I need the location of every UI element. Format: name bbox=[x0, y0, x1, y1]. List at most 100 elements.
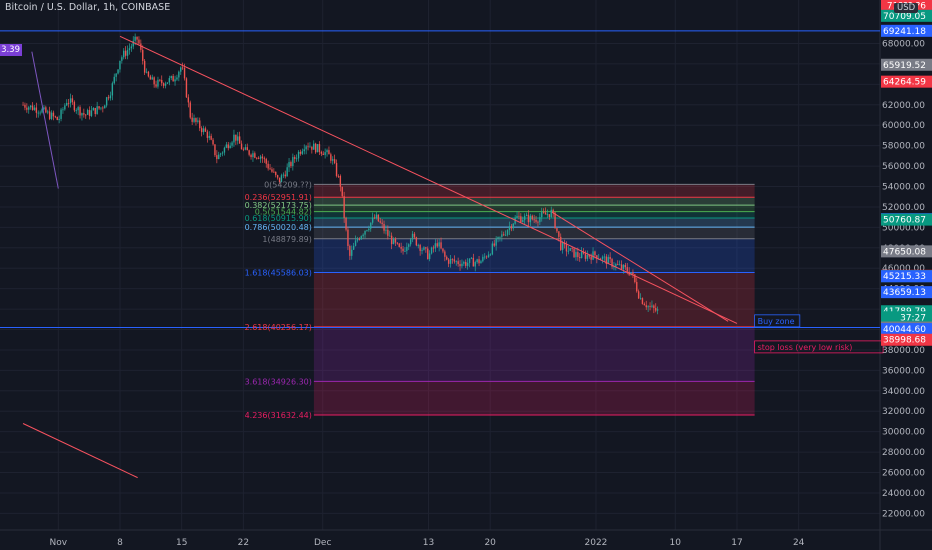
candle-body bbox=[554, 212, 556, 229]
fib-zone bbox=[313, 381, 755, 415]
candle-body bbox=[90, 110, 93, 116]
candle-body bbox=[83, 113, 85, 115]
candle-body bbox=[575, 252, 577, 258]
candle-body bbox=[311, 146, 313, 150]
candle-body bbox=[546, 214, 549, 216]
fib-level-label: 1.618(45586.03) bbox=[245, 268, 312, 277]
x-tick-label: 24 bbox=[793, 538, 805, 548]
candle-body bbox=[113, 76, 115, 84]
candle-body bbox=[447, 259, 450, 264]
candle-body bbox=[626, 267, 628, 272]
candle-body bbox=[643, 303, 646, 306]
x-tick-label: Nov bbox=[50, 538, 68, 548]
fib-level-label: 0.786(50020.48) bbox=[245, 223, 312, 232]
y-tick-label: 62000.00 bbox=[882, 101, 925, 111]
annotations: Buy zone stop loss (very low risk) bbox=[754, 314, 884, 354]
y-tick-label: 50000.00 bbox=[882, 223, 925, 233]
candle-body bbox=[537, 221, 539, 223]
candle-body bbox=[611, 259, 613, 267]
candle-body bbox=[649, 306, 651, 307]
y-tick-label: 60000.00 bbox=[882, 121, 925, 131]
candle-body bbox=[436, 243, 438, 247]
candle-body bbox=[617, 264, 619, 265]
candle-body bbox=[461, 263, 463, 267]
candle-body bbox=[400, 246, 402, 249]
candle-body bbox=[126, 50, 129, 56]
candle-body bbox=[157, 79, 159, 87]
candle-body bbox=[501, 234, 503, 237]
candle-body bbox=[73, 102, 76, 111]
y-tick-label: 68000.00 bbox=[882, 40, 925, 50]
candle-body bbox=[271, 169, 273, 172]
candle-body bbox=[434, 243, 437, 249]
candle-body bbox=[385, 229, 387, 231]
price-label-text: 47650.08 bbox=[883, 247, 926, 257]
candle-body bbox=[645, 305, 647, 308]
candle-body bbox=[210, 135, 212, 140]
candle-body bbox=[33, 107, 36, 110]
y-tick-label: 46000.00 bbox=[882, 264, 925, 274]
fib-level-label: 0(54209.??) bbox=[264, 180, 312, 189]
candle-body bbox=[482, 256, 484, 262]
fib-zone bbox=[313, 184, 755, 198]
candle-body bbox=[48, 111, 51, 119]
candle-body bbox=[109, 95, 112, 99]
candle-body bbox=[170, 76, 172, 79]
y-tick-label: 28000.00 bbox=[882, 448, 925, 458]
candle-body bbox=[330, 154, 332, 161]
candle-body bbox=[292, 157, 294, 167]
candle-body bbox=[248, 150, 250, 155]
candle-body bbox=[580, 251, 583, 259]
candle-body bbox=[599, 258, 602, 260]
candle-body bbox=[592, 251, 594, 260]
fib-zone bbox=[313, 205, 755, 212]
candle-body bbox=[577, 252, 579, 258]
candle-body bbox=[466, 262, 469, 266]
candle-body bbox=[641, 298, 644, 304]
candle-body bbox=[41, 109, 43, 113]
y-tick-label: 36000.00 bbox=[882, 366, 925, 376]
candle-body bbox=[284, 174, 286, 177]
candle-body bbox=[328, 150, 330, 155]
candle-body bbox=[409, 239, 412, 245]
candle-body bbox=[584, 253, 587, 259]
candle-body bbox=[77, 107, 79, 111]
candle-body bbox=[111, 83, 114, 96]
candle-body bbox=[556, 228, 558, 232]
candle-body bbox=[81, 113, 83, 116]
candle-body bbox=[425, 247, 427, 249]
currency-badge[interactable]: USD bbox=[894, 3, 919, 13]
candle-body bbox=[121, 57, 123, 61]
candle-body bbox=[512, 223, 514, 229]
candle-body bbox=[166, 82, 169, 84]
candle-body bbox=[35, 107, 38, 113]
candle-body bbox=[71, 98, 74, 103]
candle-body bbox=[231, 142, 233, 146]
candle-body bbox=[571, 248, 573, 249]
candle-body bbox=[67, 102, 70, 104]
annotation-box bbox=[754, 314, 801, 328]
candle-body bbox=[377, 214, 380, 222]
candle-body bbox=[370, 222, 372, 229]
candle-body bbox=[324, 152, 326, 155]
candle-body bbox=[52, 112, 55, 117]
candle-body bbox=[172, 76, 174, 82]
candle-body bbox=[208, 135, 210, 138]
price-label-bg bbox=[881, 323, 932, 336]
candle-body bbox=[432, 247, 435, 249]
candle-body bbox=[155, 84, 157, 87]
candle-body bbox=[219, 153, 222, 155]
fib-level-label: 3.618(34926.30) bbox=[245, 377, 312, 386]
candle-body bbox=[634, 274, 636, 283]
candle-body bbox=[364, 230, 366, 235]
candle-body bbox=[181, 67, 184, 69]
candle-body bbox=[238, 136, 241, 144]
candle-body bbox=[307, 146, 309, 148]
trendline bbox=[551, 211, 729, 322]
candle-body bbox=[288, 162, 290, 168]
candle-body bbox=[381, 222, 383, 224]
candle-body bbox=[138, 39, 140, 44]
candle-body bbox=[37, 112, 39, 114]
candle-body bbox=[240, 143, 243, 150]
